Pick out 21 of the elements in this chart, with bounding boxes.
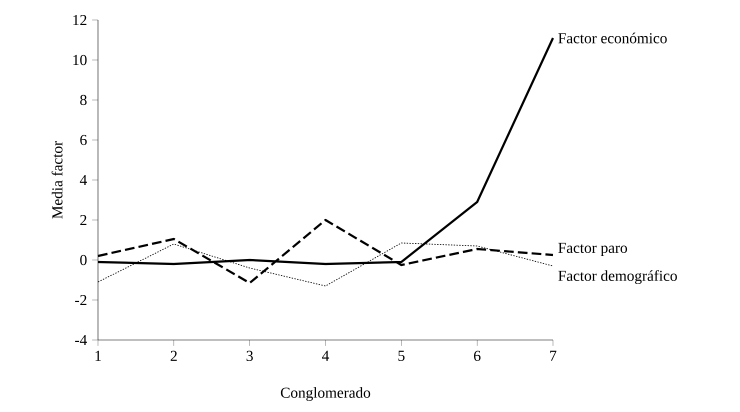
x-tick-label: 5	[398, 350, 405, 361]
series-label: Factor económico	[558, 32, 667, 44]
y-axis-title: Media factor	[52, 141, 62, 219]
y-tick-label: 2	[80, 214, 86, 226]
y-tick-label: 4	[80, 175, 87, 186]
series-label: Factor paro	[558, 242, 628, 256]
y-tick-label: 12	[73, 14, 86, 26]
x-tick-label: 2	[170, 350, 177, 361]
y-tick-label: -4	[75, 335, 87, 346]
x-tick-label: 4	[322, 350, 330, 361]
x-tick-label: 1	[96, 350, 101, 361]
y-tick-label: 10	[73, 54, 87, 66]
y-tick-label: -2	[75, 294, 86, 306]
x-axis-title: Conglomerado	[280, 387, 370, 401]
x-tick-label: 7	[550, 350, 556, 361]
y-tick-label: 8	[80, 94, 87, 106]
x-tick-label: 3	[246, 350, 253, 362]
series-label: Factor demográfico	[558, 270, 677, 284]
x-tick-label: 6	[474, 350, 481, 362]
y-tick-label: 6	[80, 134, 87, 146]
y-tick-label: 0	[80, 254, 87, 266]
